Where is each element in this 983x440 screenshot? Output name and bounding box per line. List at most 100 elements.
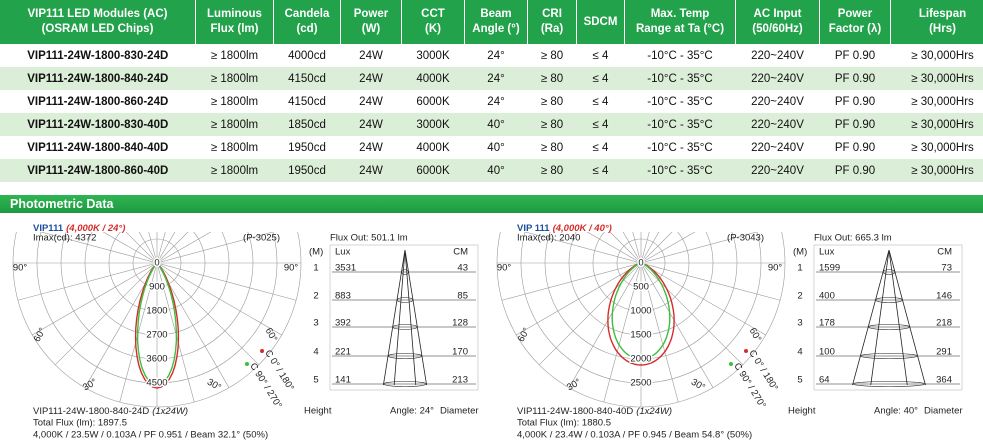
diameter-caption: Diameter <box>924 406 963 417</box>
table-cell: 24W <box>340 67 402 90</box>
table-cell: VIP111-24W-1800-840-24D <box>0 67 196 90</box>
table-cell: 220~240V <box>751 141 804 154</box>
scale-label: 500 <box>633 282 649 293</box>
column-header: Power Factor (λ) <box>819 0 891 44</box>
lux-value: 64 <box>819 375 830 386</box>
height-caption: Height <box>788 406 816 417</box>
angle-label: 30° <box>565 377 583 394</box>
angle-label: 60° <box>516 326 533 344</box>
table-cell: 24W <box>359 95 383 108</box>
lux-value: 392 <box>335 318 351 329</box>
table-cell: PF 0.90 <box>819 67 891 90</box>
cone <box>383 249 427 386</box>
table-cell: ≥ 80 <box>540 49 564 62</box>
table-cell: ≥ 80 <box>540 141 564 154</box>
column-header: SDCM <box>576 0 625 44</box>
cm-value: 73 <box>941 263 952 274</box>
table-cell: ≥ 30,000Hrs <box>911 95 974 108</box>
table-cell: -10°C - 35°C <box>647 95 713 108</box>
column-header: Beam Angle (°) <box>464 0 528 44</box>
legend-dot <box>729 362 733 366</box>
table-cell: ≥ 1800lm <box>210 141 259 154</box>
table-cell: ≥ 1800lm <box>195 67 274 90</box>
table-cell: ≥ 30,000Hrs <box>911 49 974 62</box>
config: (1x24W) <box>152 406 188 417</box>
table-cell: 24W <box>359 141 383 154</box>
code: (P-3025) <box>243 233 280 244</box>
scale-label: 3600 <box>146 354 167 365</box>
table-cell: 24W <box>340 113 402 136</box>
table-cell: 220~240V <box>751 95 804 108</box>
table-cell: -10°C - 35°C <box>624 159 736 182</box>
height-label: 3 <box>797 318 802 329</box>
spec-table: VIP111 LED Modules (AC) (OSRAM LED Chips… <box>0 0 983 182</box>
lux-value: 883 <box>335 291 351 302</box>
table-cell: PF 0.90 <box>834 49 876 62</box>
table-cell: 4150cd <box>273 67 341 90</box>
angle-label: 90° <box>768 263 783 274</box>
table-cell: ≤ 4 <box>592 141 609 154</box>
cm-value: 218 <box>936 318 952 329</box>
lux-value: 100 <box>819 347 835 358</box>
legend-dot <box>260 349 264 353</box>
lux-value: 400 <box>819 291 835 302</box>
height-label: 1 <box>313 263 318 274</box>
table-row: VIP111-24W-1800-830-24D ≥ 1800lm 4000cd 24W… <box>0 44 983 67</box>
specs: 4,000K / 23.5W / 0.103A / PF 0.951 / Bea… <box>33 430 268 440</box>
flux-out: Flux Out: 501.1 lm <box>330 233 408 244</box>
panel-title: VIP 111 (4,000K / 40°) <box>517 223 612 234</box>
lux-value: 221 <box>335 347 351 358</box>
table-cell: 1850cd <box>273 113 341 136</box>
angle-caption: Angle: 40° <box>874 406 918 417</box>
table-cell: 24W <box>340 159 402 182</box>
table-cell: 40° <box>464 113 528 136</box>
angle-label: 30° <box>205 377 223 394</box>
beam-ring <box>383 381 427 387</box>
column-header: VIP111 LED Modules (AC) (OSRAM LED Chips… <box>0 0 196 44</box>
scale-label: 1500 <box>630 330 651 341</box>
table-cell: PF 0.90 <box>819 159 891 182</box>
beam-ring <box>867 324 911 330</box>
beam-ring <box>396 297 414 303</box>
title: VIP 111 <box>517 223 550 234</box>
table-cell: 220~240V <box>735 159 820 182</box>
table-cell: 3000K <box>416 49 450 62</box>
angle-label: 90° <box>13 263 28 274</box>
legend-dot <box>744 349 748 353</box>
lux-value: 3531 <box>335 263 356 274</box>
table-cell: -10°C - 35°C <box>624 67 736 90</box>
table-row: VIP111-24W-1800-860-40D ≥ 1800lm 1950cd 24W… <box>0 159 983 182</box>
table-row: VIP111-24W-1800-860-24D ≥ 1800lm 4150cd 24W… <box>0 90 983 113</box>
flux-out: Flux Out: 665.3 lm <box>814 233 892 244</box>
table-cell: VIP111-24W-1800-860-40D <box>0 159 196 182</box>
angle-label: 60° <box>263 326 280 344</box>
cm-value: 213 <box>452 375 468 386</box>
specs: 4,000K / 23.4W / 0.103A / PF 0.945 / Bea… <box>517 430 752 440</box>
table-cell: VIP111-24W-1800-860-24D <box>27 95 169 108</box>
subtitle: (4,000K / 24°) <box>66 223 125 234</box>
scale-label: 0 <box>638 258 643 269</box>
table-cell: ≥ 80 <box>527 159 577 182</box>
code: (P-3043) <box>727 233 764 244</box>
table-cell: ≥ 80 <box>527 67 577 90</box>
cm-value: 146 <box>936 291 952 302</box>
table-cell: 220~240V <box>751 49 804 62</box>
diameter-caption: Diameter <box>440 406 479 417</box>
beam-ring <box>392 324 418 330</box>
column-header: Max. Temp Range at Ta (°C) <box>624 0 736 44</box>
table-cell: ≥ 80 <box>527 113 577 136</box>
table-cell: 1950cd <box>273 159 341 182</box>
table-cell: ≤ 4 <box>576 113 625 136</box>
title: VIP111 <box>33 223 64 234</box>
table-row: VIP111-24W-1800-830-40D ≥ 1800lm 1850cd 24W… <box>0 113 983 136</box>
subtitle: (4,000K / 40°) <box>553 223 612 234</box>
lux-head: Lux <box>335 247 351 258</box>
table-row: VIP111-24W-1800-840-24D ≥ 1800lm 4150cd 24W… <box>0 67 983 90</box>
table-cell: PF 0.90 <box>834 95 876 108</box>
scale-label: 2000 <box>630 354 651 365</box>
cm-value: 170 <box>452 347 468 358</box>
table-cell: ≥ 1800lm <box>195 113 274 136</box>
cm-value: 128 <box>452 318 468 329</box>
cm-head: CM <box>937 247 952 258</box>
legend-dot <box>245 362 249 366</box>
